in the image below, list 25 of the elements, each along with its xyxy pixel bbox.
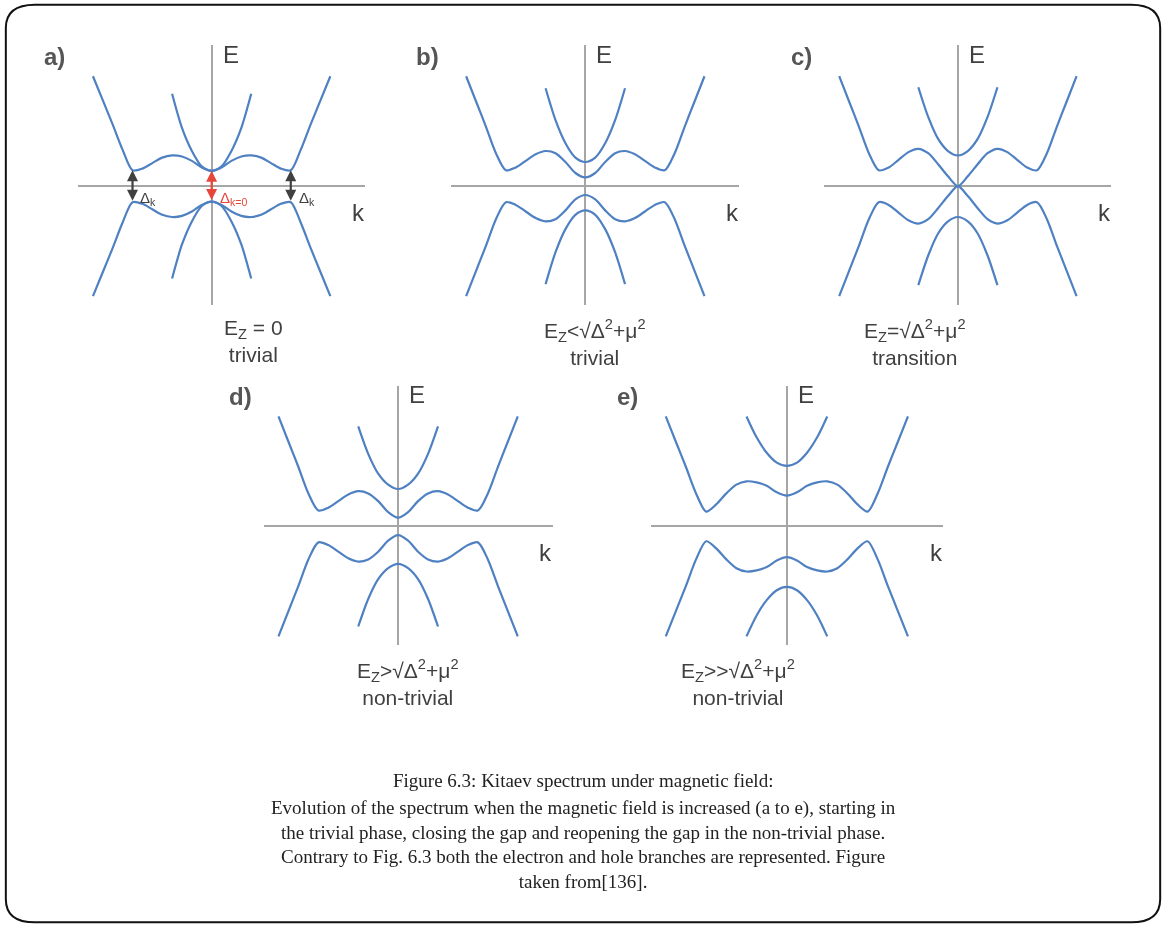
x-axis-title: k (1098, 199, 1111, 226)
text: Evolution of the spectrum when the magnetic field is increased (a to e), starting in the trivial phase, closing the gap and reopening the gap in the non-trivial phase. Contrary to Fig. 6.3 both the electron and hole branches are represented. Figure taken from[136]. (271, 797, 896, 893)
chart-title: c) (791, 43, 813, 70)
chart-title: a) (44, 43, 66, 70)
y-axis-title: E (969, 41, 986, 68)
chart-title: b) (416, 43, 439, 70)
x-axis-title: k (539, 539, 552, 566)
y-axis-title: E (409, 381, 426, 408)
annotation: Δ$_{k}$ (140, 189, 157, 209)
x-axis-title: k (930, 539, 943, 566)
text: Figure 6.3: Kitaev spectrum under magnetic field: (393, 770, 774, 791)
chart-title: d) (229, 383, 252, 410)
x-axis-title: k (726, 199, 739, 226)
annotation: Δ$_{k=0}$ (220, 189, 248, 209)
y-axis-title: E (223, 41, 240, 68)
text: E$_{Z}$>√Δ$^{2}$+μ$^{2}$ non-trivial (357, 656, 459, 710)
annotation: Δ$_{k}$ (299, 189, 316, 209)
chart-title: e) (617, 383, 639, 410)
text: E$_{Z}$ = 0 trivial (224, 316, 283, 367)
text: E$_{Z}$>>√Δ$^{2}$+μ$^{2}$ non-trivial (681, 656, 795, 710)
y-axis-title: E (596, 41, 613, 68)
x-axis-title: k (352, 199, 365, 226)
text: E$_{Z}$<√Δ$^{2}$+μ$^{2}$ trivial (544, 316, 646, 370)
y-axis-title: E (798, 381, 815, 408)
text: E$_{Z}$=√Δ$^{2}$+μ$^{2}$ transition (864, 316, 966, 370)
